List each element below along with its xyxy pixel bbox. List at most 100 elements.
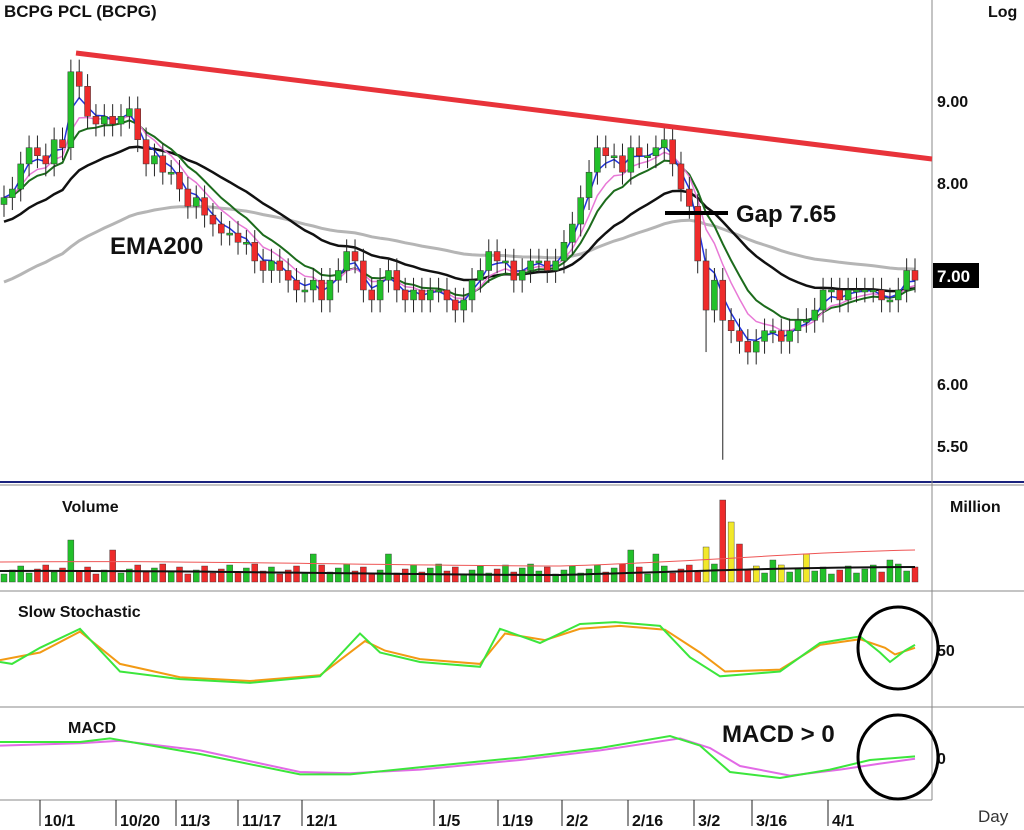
candle-body [410,289,417,301]
volume-bar [811,570,818,583]
volume-bar [870,564,877,583]
candle-body [34,147,41,157]
ema-mid-line [3,119,916,322]
volume-bar [368,573,375,583]
candle-body [719,279,727,321]
macd-title: MACD [68,720,116,737]
gap-label: Gap 7.65 [736,201,836,228]
candle-body [552,260,559,271]
price-tick-5-5: 5.50 [937,439,968,456]
volume-bar [769,559,777,583]
candle-body [192,197,200,207]
volume-bar [719,499,726,583]
macd-tick-0: 0 [937,751,946,768]
candle-body [853,289,860,293]
candle-body [151,155,158,165]
candle-body [610,155,618,159]
candle-body [25,147,33,165]
candle-body [176,171,183,190]
price-tick-9: 9.00 [937,94,968,111]
volume-bar [502,564,509,583]
candle-body [84,86,91,117]
price-panel: BCPG PCL (BCPG) EMA200 Gap 7.65 [0,2,933,460]
candle-body [226,232,233,236]
candle-body [17,163,24,190]
candle-body [276,260,284,271]
volume-bar [627,549,635,583]
candle-body [126,108,133,117]
volume-bar [301,572,309,583]
candle-body [644,155,651,159]
ema200-path [3,204,916,284]
candle-body [9,188,16,198]
macd-note: MACD > 0 [722,721,835,748]
chart-title: BCPG PCL (BCPG) [4,2,157,21]
ema-mid-path [3,119,916,322]
volume-bar [176,566,183,583]
volume-bar [753,565,760,583]
volume-bar [351,570,359,583]
candles [0,59,919,460]
candle-body [209,214,217,225]
volume-bar [259,570,267,583]
candle-body [42,155,50,165]
macd-highlight-circle [856,713,940,801]
volume-bar [101,569,108,583]
volume-bar [76,570,83,583]
candle-body [527,260,534,271]
candle-body [635,147,643,157]
candle-body [869,289,877,293]
ema200-label: EMA200 [110,233,203,260]
candle-body [594,147,601,173]
candle-body [895,289,902,301]
volume-bar [59,567,66,583]
x-tick-label: 3/16 [756,813,787,830]
candle-body [803,320,810,323]
candle-body [142,139,150,165]
ema-pink-path [3,115,916,332]
volume-bar [17,565,24,583]
volume-bar [134,564,141,583]
volume-avg-red [0,549,916,567]
candle-body [301,289,309,293]
scale-label: Log [988,4,1017,21]
volume-bar [895,563,902,583]
volume-bar [711,563,718,583]
resistance-trendline [75,50,933,162]
candle-body [886,299,894,303]
volume-bar [527,563,534,583]
candle-body [585,171,593,198]
volume-bar [360,566,367,583]
candle-body [59,139,66,148]
candle-body [309,279,317,291]
ema200-line [3,204,916,284]
candle-body [502,260,509,264]
candle-body [711,279,718,311]
candle-body [535,260,543,264]
volume-bar [468,569,476,583]
volume-bar [443,570,451,583]
candle-body [518,270,526,281]
candle-body [560,241,568,262]
candle-body [844,289,852,301]
volume-average-lines [0,549,916,577]
last-price-box [933,263,979,288]
candle-body [702,260,710,311]
volume-bar [50,571,58,583]
price-tick-6: 6.00 [937,377,968,394]
candle-body [50,139,58,165]
candle-body [694,206,701,262]
candle-body [686,188,693,207]
candle-body [318,279,325,301]
volume-bar [0,573,8,583]
volume-bar [828,573,835,583]
candle-body [243,241,250,245]
volume-bar [184,573,192,583]
candle-body [201,197,208,216]
candle-body [360,260,367,291]
panel-frames [0,0,1024,801]
candle-body [326,279,334,301]
candle-body [761,330,768,342]
stochastic-highlight-circle [856,605,940,691]
